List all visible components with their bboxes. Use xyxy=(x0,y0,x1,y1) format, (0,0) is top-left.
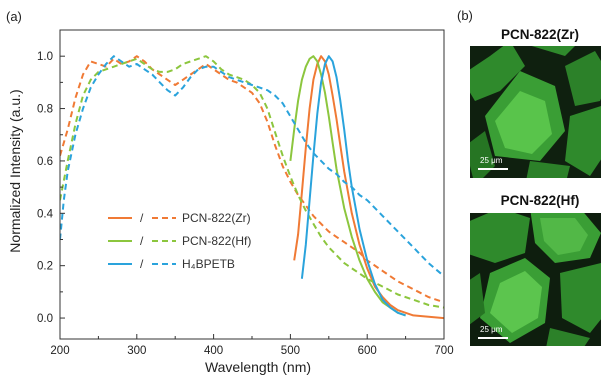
series-line-2-excitation xyxy=(60,55,444,277)
axes: 200 300 400 500 600 700 0.0 0.2 0.4 0.6 0.8 1.0 xyxy=(37,29,454,357)
y-tick-label: 0.4 xyxy=(37,208,54,220)
y-tick-label: 1.0 xyxy=(37,51,53,63)
legend-label: PCN-822(Zr) xyxy=(182,211,251,225)
scale-label-hf: 25 μm xyxy=(480,325,503,334)
plot-area xyxy=(60,55,444,320)
micrograph-zr: 25 μm xyxy=(470,46,601,178)
series-line-1-excitation xyxy=(60,55,444,309)
x-tick-label: 600 xyxy=(358,345,377,357)
legend-label: H₄BPETB xyxy=(182,257,235,271)
plot-frame xyxy=(59,29,445,340)
panel-label-b: (b) xyxy=(457,8,473,23)
legend-separator: / xyxy=(140,234,144,248)
scale-bar-zr xyxy=(478,168,508,170)
micrograph-zr-image xyxy=(470,46,601,178)
y-tick-label: 0.2 xyxy=(37,261,53,273)
panel-label-a: (a) xyxy=(6,9,22,24)
x-tick-label: 700 xyxy=(434,345,453,357)
x-tick-label: 200 xyxy=(50,345,69,357)
micrograph-title-hf: PCN-822(Hf) xyxy=(500,193,580,208)
y-axis-title: Normalized Intensity (a.u.) xyxy=(7,89,23,252)
y-tick-label: 0.6 xyxy=(37,156,53,168)
series-line-1-emission xyxy=(289,55,406,317)
legend-separator: / xyxy=(140,211,144,225)
x-tick-label: 500 xyxy=(281,345,300,357)
micrograph-hf-image xyxy=(470,213,601,346)
series-line-2-emission xyxy=(300,55,406,317)
series-line-0-emission xyxy=(293,55,444,320)
spectra-chart: (a) 200 300 400 500 600 700 0.0 0.2 0.4 0.6 0.8 1.0… xyxy=(6,9,454,375)
legend-separator: / xyxy=(140,257,144,271)
y-tick-label: 0.8 xyxy=(37,104,53,116)
legend-label: PCN-822(Hf) xyxy=(182,234,251,248)
micrograph-title-zr: PCN-822(Zr) xyxy=(500,27,579,42)
legend: / PCN-822(Zr) / PCN-822(Hf) / H₄BPETB xyxy=(108,211,251,271)
y-tick-label: 0.0 xyxy=(37,313,53,325)
x-tick-label: 300 xyxy=(127,345,146,357)
scale-bar-hf xyxy=(478,337,508,339)
x-axis-title: Wavelength (nm) xyxy=(205,359,311,375)
scale-label-zr: 25 μm xyxy=(480,156,503,165)
series-line-0-excitation xyxy=(60,55,444,304)
x-tick-label: 400 xyxy=(204,345,223,357)
micrograph-hf: 25 μm xyxy=(470,213,601,346)
